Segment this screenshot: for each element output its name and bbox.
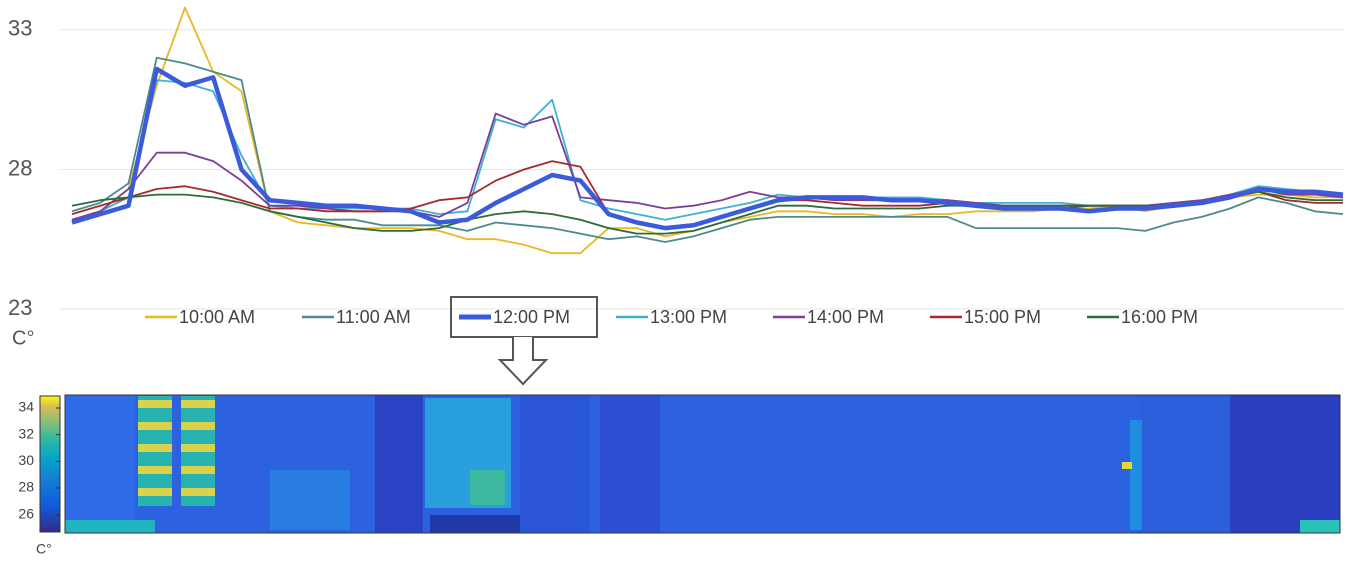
series-line bbox=[72, 8, 1343, 254]
legend-label: 10:00 AM bbox=[179, 307, 255, 327]
y-tick-label: 33 bbox=[8, 16, 32, 41]
series-line bbox=[72, 58, 1343, 242]
colorbar-tick-label: 26 bbox=[18, 505, 34, 521]
colorbar-label: C° bbox=[36, 541, 52, 557]
series-line bbox=[72, 192, 1343, 234]
legend-label: 15:00 PM bbox=[964, 307, 1041, 327]
page: 23 28 33 C° 10:00 AM 11:00 AM 12:00 PM 13:00 PM… bbox=[0, 0, 1356, 565]
series-line bbox=[72, 114, 1343, 220]
colorbar-tick-label: 30 bbox=[18, 452, 34, 468]
legend-label: 13:00 PM bbox=[650, 307, 727, 327]
legend-label: 11:00 AM bbox=[336, 307, 411, 327]
legend-label: 12:00 PM bbox=[493, 307, 570, 327]
colorbar-tick-label: 32 bbox=[18, 425, 34, 441]
line-chart: 23 28 33 C° 10:00 AM 11:00 AM 12:00 PM 13:00 PM… bbox=[8, 8, 1345, 350]
legend-label: 14:00 PM bbox=[807, 307, 884, 327]
colorbar-tick-label: 34 bbox=[18, 399, 34, 415]
legend-label: 16:00 PM bbox=[1121, 307, 1198, 327]
colorbar-tick-label: 28 bbox=[18, 479, 34, 495]
y-tick-label: 28 bbox=[8, 155, 32, 180]
y-axis-label: C° bbox=[12, 327, 34, 349]
heatmap-image bbox=[40, 395, 1340, 533]
y-tick-label: 23 bbox=[8, 295, 32, 320]
